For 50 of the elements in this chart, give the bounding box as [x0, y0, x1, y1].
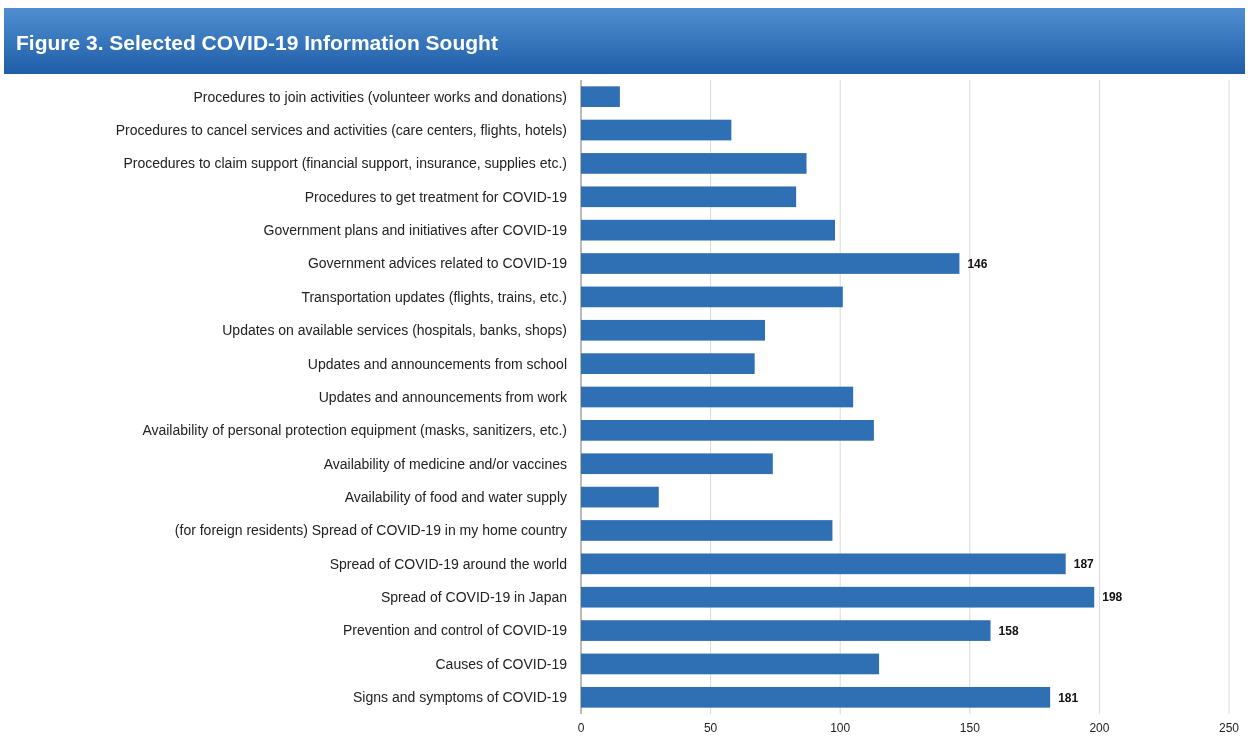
y-tick-label: Transportation updates (flights, trains, etc.) [301, 288, 567, 305]
bar [581, 219, 836, 241]
bar [581, 420, 874, 441]
bar [581, 486, 659, 508]
bar [581, 653, 880, 675]
bar [581, 186, 797, 208]
bar [581, 153, 807, 174]
bar [581, 520, 833, 541]
y-tick-label: Causes of COVID-19 [435, 655, 568, 672]
y-tick-label: Availability of personal protection equipment (masks, sanitizers, etc.) [142, 422, 567, 439]
y-tick-label: Procedures to claim support (financial support, insurance, supplies etc.) [123, 155, 567, 172]
y-tick-label: Spread of COVID-19 around the world [329, 555, 567, 572]
bar [581, 286, 843, 308]
y-tick-label: Updates on available services (hospitals, banks, shops) [222, 322, 567, 339]
y-tick-label: Procedures to cancel services and activities (care centers, flights, hotels) [115, 121, 567, 138]
x-tick-label: 0 [577, 721, 585, 735]
y-tick-label: Updates and announcements from school [307, 355, 567, 372]
data-label: 198 [1102, 590, 1123, 605]
y-tick-label: Spread of COVID-19 in Japan [381, 589, 567, 606]
y-tick-label: Government plans and initiatives after COVID-19 [263, 222, 568, 239]
bar [581, 686, 1051, 708]
bar [581, 386, 854, 408]
bar [581, 586, 1095, 608]
y-tick-label: Availability of food and water supply [344, 489, 567, 506]
bar [581, 253, 960, 274]
x-tick-label: 50 [703, 721, 718, 735]
y-tick-label: Availability of medicine and/or vaccines [323, 455, 567, 472]
data-label: 181 [1058, 690, 1079, 705]
y-tick-label: (for foreign residents) Spread of COVID-19 in my home country [174, 522, 567, 539]
x-tick-label: 250 [1218, 721, 1240, 735]
bar [581, 453, 773, 475]
y-tick-label: Government advices related to COVID-19 [307, 255, 568, 272]
x-tick-label: 150 [959, 721, 981, 735]
bar [581, 319, 766, 341]
bar [581, 119, 732, 141]
x-tick-label: 100 [830, 721, 851, 735]
data-label: 158 [998, 623, 1019, 638]
data-label: 146 [967, 256, 988, 271]
y-tick-label: Procedures to get treatment for COVID-19 [304, 188, 568, 205]
y-tick-label: Prevention and control of COVID-19 [342, 622, 568, 639]
y-tick-label: Procedures to join activities (volunteer works and donations) [193, 88, 567, 105]
data-label: 187 [1073, 557, 1095, 572]
text: Figure 3. Selected COVID-19 Information Sought [16, 31, 498, 54]
bar [581, 353, 755, 374]
y-tick-label: Updates and announcements from work [318, 388, 568, 405]
y-tick-label: Signs and symptoms of COVID-19 [353, 689, 568, 706]
bar [581, 553, 1066, 575]
bar [581, 620, 991, 641]
bar [581, 86, 620, 108]
x-tick-label: 200 [1089, 721, 1110, 735]
